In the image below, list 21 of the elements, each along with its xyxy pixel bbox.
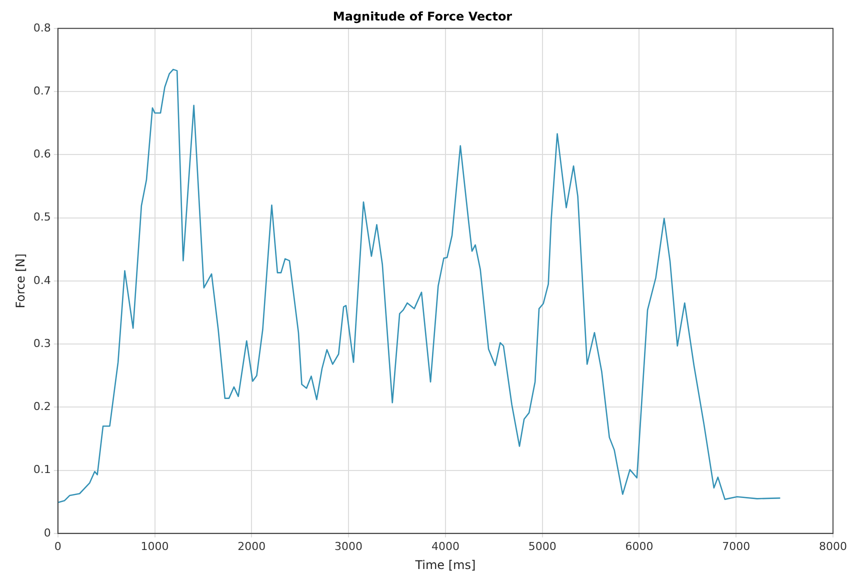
x-axis-title: Time [ms] xyxy=(414,558,476,572)
y-tick-label: 0.2 xyxy=(33,400,51,414)
x-tick-label: 1000 xyxy=(140,540,169,553)
x-tick-label: 5000 xyxy=(528,540,556,553)
y-tick-label: 0.3 xyxy=(33,336,51,350)
x-tick-label: 2000 xyxy=(238,540,266,553)
y-tick-label: 0.7 xyxy=(33,84,51,98)
y-tick-label: 0.5 xyxy=(33,210,51,224)
y-axis-title: Force [N] xyxy=(13,254,28,308)
x-tick-label: 6000 xyxy=(625,540,654,553)
x-tick-label: 3000 xyxy=(334,540,363,553)
y-tick-label: 0.1 xyxy=(33,463,51,476)
y-tick-label: 0.6 xyxy=(33,148,51,161)
chart-title: Magnitude of Force Vector xyxy=(332,9,512,24)
x-tick-label: 0 xyxy=(54,540,62,553)
x-tick-label: 7000 xyxy=(722,540,750,553)
y-tick-label: 0 xyxy=(44,526,51,540)
y-tick-label: 0.8 xyxy=(33,21,51,34)
x-tick-label: 4000 xyxy=(431,540,460,553)
x-tick-label: 8000 xyxy=(819,540,847,553)
y-tick-label: 0.4 xyxy=(33,274,51,287)
